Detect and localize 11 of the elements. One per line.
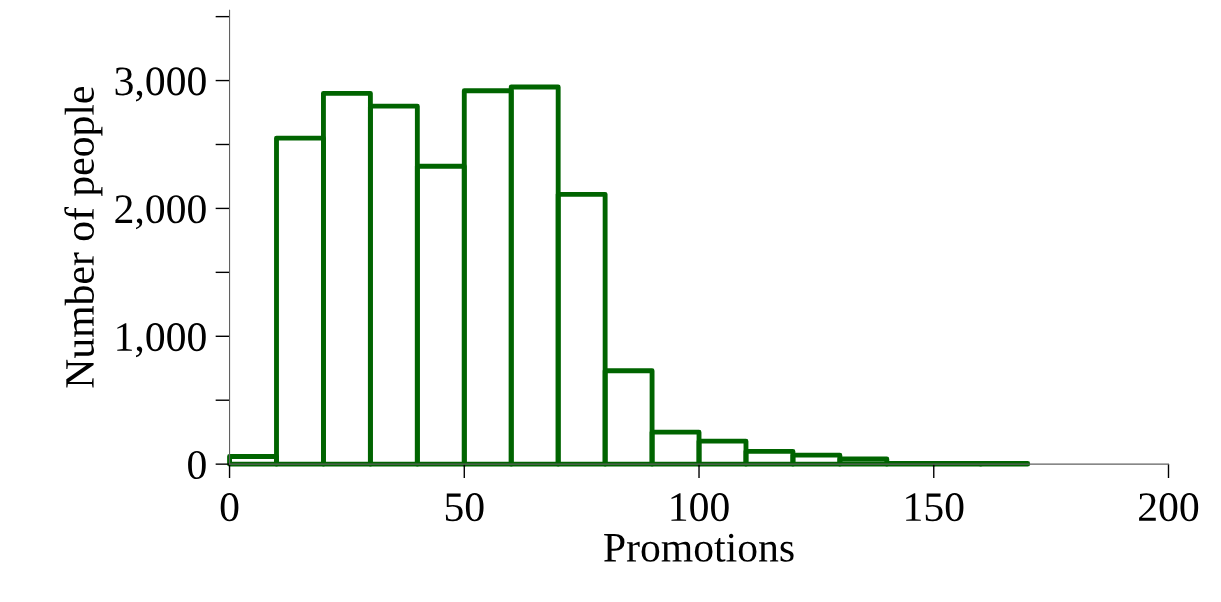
y-tick-label: 3,000 — [115, 67, 206, 102]
x-tick-label: 50 — [445, 493, 484, 522]
x-tick-label: 0 — [220, 493, 239, 522]
x-axis-title: Promotions — [604, 533, 794, 562]
x-tick-label: 100 — [671, 493, 729, 522]
y-tick-label: 1,000 — [117, 323, 206, 358]
y-axis-title: Number of people — [64, 87, 103, 388]
y-tick-label: 0 — [188, 450, 206, 480]
y-tick-label: 2,000 — [115, 195, 206, 230]
x-tick-label: 200 — [1139, 493, 1199, 522]
x-tick-label: 150 — [906, 493, 964, 522]
